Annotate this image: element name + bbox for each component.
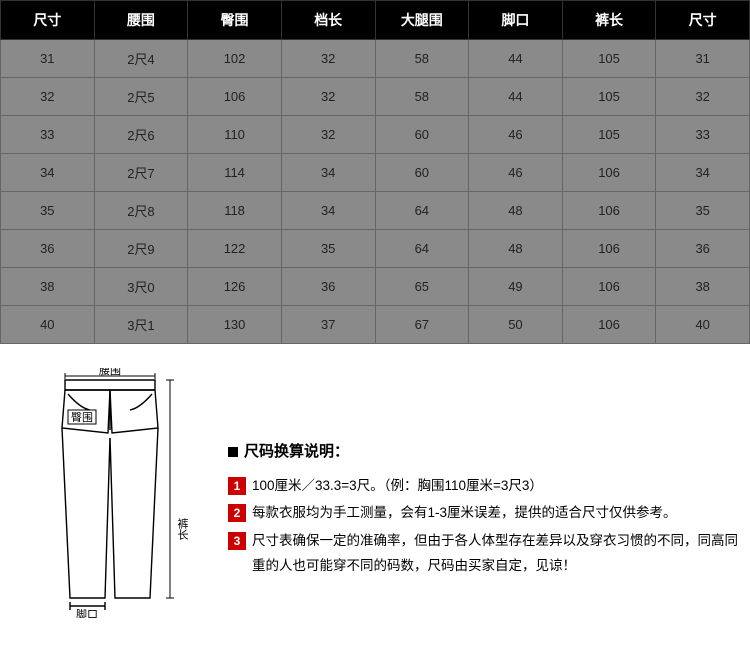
table-cell: 34: [281, 192, 375, 230]
table-cell: 49: [469, 268, 563, 306]
table-row: 342尺711434604610634: [1, 154, 750, 192]
table-cell: 35: [656, 192, 750, 230]
table-cell: 44: [469, 40, 563, 78]
table-cell: 3尺0: [94, 268, 188, 306]
table-cell: 64: [375, 192, 469, 230]
table-cell: 34: [656, 154, 750, 192]
table-cell: 105: [562, 78, 656, 116]
table-cell: 2尺7: [94, 154, 188, 192]
table-cell: 58: [375, 40, 469, 78]
table-cell: 106: [562, 154, 656, 192]
table-cell: 40: [1, 306, 95, 344]
diagram-label-length: 裤长: [176, 517, 189, 540]
table-cell: 2尺4: [94, 40, 188, 78]
size-table: 尺寸腰围臀围档长大腿围脚口裤长尺寸 312尺410232584410531322…: [0, 0, 750, 344]
table-cell: 33: [656, 116, 750, 154]
table-cell: 32: [656, 78, 750, 116]
numbox-3: 3: [228, 532, 246, 550]
table-cell: 122: [188, 230, 282, 268]
numbox-2: 2: [228, 504, 246, 522]
bottom-section: 腰围 臀围 裤长 脚口 尺码换算说明： 1 100厘米／33.3=3尺。（例：胸…: [0, 344, 750, 653]
table-cell: 46: [469, 154, 563, 192]
note-item-1: 1 100厘米／33.3=3尺。（例：胸围110厘米=3尺3）: [228, 473, 740, 499]
numbox-1: 1: [228, 477, 246, 495]
col-header: 尺寸: [1, 1, 95, 40]
table-cell: 130: [188, 306, 282, 344]
table-cell: 106: [562, 306, 656, 344]
table-cell: 64: [375, 230, 469, 268]
table-cell: 106: [562, 268, 656, 306]
table-cell: 102: [188, 40, 282, 78]
table-cell: 2尺5: [94, 78, 188, 116]
table-cell: 3尺1: [94, 306, 188, 344]
table-row: 403尺113037675010640: [1, 306, 750, 344]
table-row: 332尺611032604610533: [1, 116, 750, 154]
table-cell: 106: [562, 192, 656, 230]
table-cell: 36: [1, 230, 95, 268]
table-cell: 114: [188, 154, 282, 192]
table-cell: 60: [375, 116, 469, 154]
table-cell: 65: [375, 268, 469, 306]
col-header: 尺寸: [656, 1, 750, 40]
diagram-label-waist: 腰围: [99, 368, 121, 377]
table-cell: 118: [188, 192, 282, 230]
diagram-label-hip: 臀围: [71, 411, 93, 424]
col-header: 裤长: [562, 1, 656, 40]
table-cell: 67: [375, 306, 469, 344]
note-item-3: 3 尺寸表确保一定的准确率，但由于各人体型存在差异以及穿衣习惯的不同，同高同重的…: [228, 528, 740, 579]
table-row: 352尺811834644810635: [1, 192, 750, 230]
table-cell: 106: [562, 230, 656, 268]
table-cell: 60: [375, 154, 469, 192]
table-row: 383尺012636654910638: [1, 268, 750, 306]
table-cell: 38: [1, 268, 95, 306]
table-row: 362尺912235644810636: [1, 230, 750, 268]
table-cell: 105: [562, 116, 656, 154]
table-cell: 48: [469, 230, 563, 268]
table-cell: 35: [281, 230, 375, 268]
table-cell: 33: [1, 116, 95, 154]
table-cell: 46: [469, 116, 563, 154]
table-cell: 44: [469, 78, 563, 116]
table-cell: 2尺9: [94, 230, 188, 268]
col-header: 档长: [281, 1, 375, 40]
table-cell: 58: [375, 78, 469, 116]
table-cell: 36: [656, 230, 750, 268]
table-cell: 31: [656, 40, 750, 78]
col-header: 臀围: [188, 1, 282, 40]
table-cell: 126: [188, 268, 282, 306]
table-row: 322尺510632584410532: [1, 78, 750, 116]
col-header: 脚口: [469, 1, 563, 40]
table-cell: 48: [469, 192, 563, 230]
pants-diagram: 腰围 臀围 裤长 脚口: [10, 358, 210, 623]
table-cell: 40: [656, 306, 750, 344]
notes-title: 尺码换算说明：: [228, 438, 740, 467]
table-cell: 35: [1, 192, 95, 230]
table-cell: 32: [281, 78, 375, 116]
note-item-2: 2 每款衣服均为手工测量，会有1-3厘米误差，提供的适合尺寸仅供参考。: [228, 500, 740, 526]
table-cell: 50: [469, 306, 563, 344]
table-cell: 34: [1, 154, 95, 192]
diagram-label-hem: 脚口: [76, 607, 98, 618]
table-cell: 105: [562, 40, 656, 78]
table-cell: 2尺8: [94, 192, 188, 230]
table-row: 312尺410232584410531: [1, 40, 750, 78]
col-header: 腰围: [94, 1, 188, 40]
table-cell: 36: [281, 268, 375, 306]
col-header: 大腿围: [375, 1, 469, 40]
table-cell: 32: [281, 116, 375, 154]
table-cell: 31: [1, 40, 95, 78]
table-cell: 38: [656, 268, 750, 306]
table-cell: 2尺6: [94, 116, 188, 154]
table-cell: 37: [281, 306, 375, 344]
table-cell: 106: [188, 78, 282, 116]
table-cell: 32: [1, 78, 95, 116]
notes-block: 尺码换算说明： 1 100厘米／33.3=3尺。（例：胸围110厘米=3尺3） …: [210, 358, 740, 623]
table-cell: 34: [281, 154, 375, 192]
table-cell: 110: [188, 116, 282, 154]
table-cell: 32: [281, 40, 375, 78]
